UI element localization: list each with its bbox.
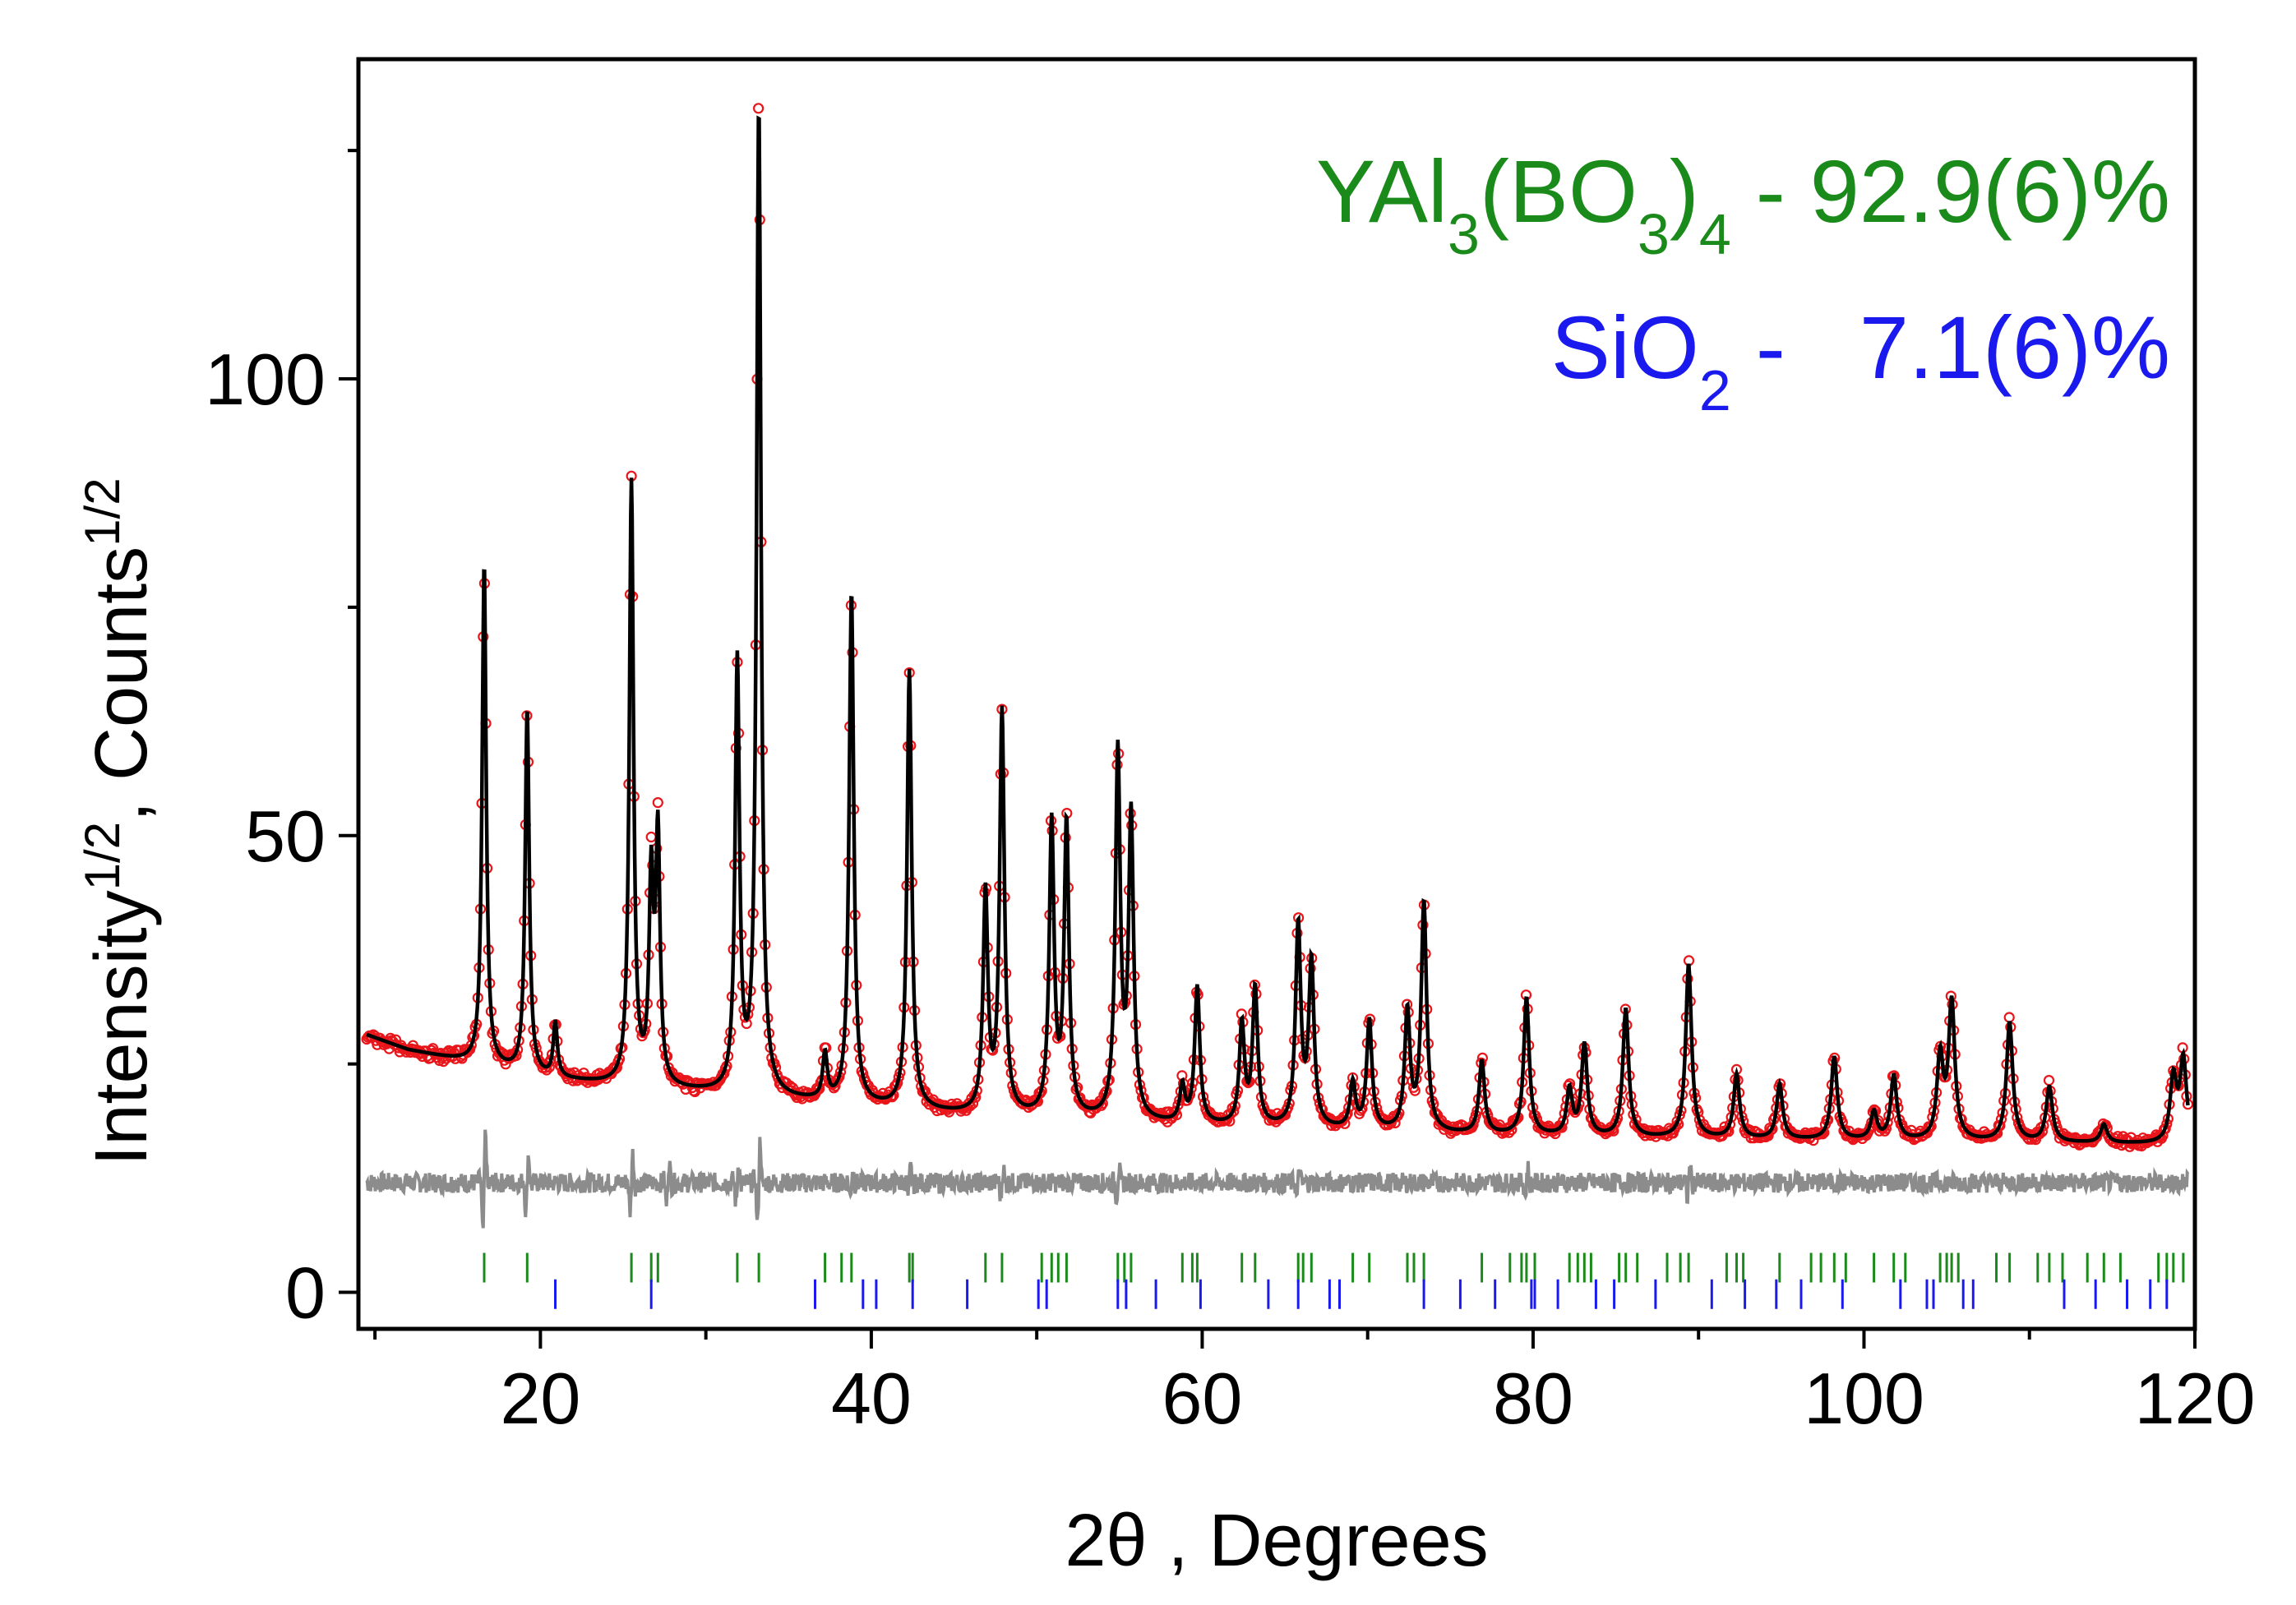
y-axis-title-sup2: 1/2: [75, 477, 130, 546]
ann1-s1: 3: [1448, 202, 1480, 266]
plot-frame: [356, 57, 2197, 1331]
annotation-yal3bo34: YAl3(BO3)4 - 92.9(6)%: [1316, 141, 2170, 266]
y-tick-label: 0: [285, 1252, 326, 1334]
bragg-markers-yal3bo34: [483, 1252, 2185, 1283]
observed-point: [652, 796, 663, 809]
ann2-s1: 2: [1699, 358, 1731, 422]
ann1-s3: 4: [1699, 202, 1731, 266]
y-axis-title-unit: , Counts: [81, 547, 163, 822]
difference-curve: [365, 1129, 2190, 1229]
x-tick-label: 20: [500, 1358, 580, 1439]
ann1-s2: 3: [1638, 202, 1670, 266]
y-axis-ticks: 0 50 100: [205, 149, 358, 1334]
observed-point: [752, 103, 765, 114]
y-tick-label: 50: [245, 796, 326, 877]
y-axis-title: Intensity1/2, Counts1/2: [75, 477, 164, 1165]
plot-series: [361, 103, 2194, 1229]
ann1-c: ): [1670, 141, 1699, 241]
x-tick-label: 40: [831, 1358, 912, 1439]
observed-point: [2003, 1012, 2015, 1023]
ann1-label: - 92.9(6)%: [1731, 141, 2170, 241]
bragg-reflection-markers: [483, 1252, 2197, 1309]
x-tick-label: 80: [1493, 1358, 1573, 1439]
ann2-label: - 7.1(6)%: [1731, 297, 2170, 397]
bragg-markers-sio2: [554, 1279, 2197, 1309]
y-axis-title-main: Intensity: [81, 890, 163, 1165]
calculated-curve: [366, 115, 2190, 1144]
x-tick-label: 120: [2135, 1358, 2256, 1439]
y-axis-title-sup1: 1/2: [75, 822, 130, 890]
annotation-sio2: SiO2 - 7.1(6)%: [1551, 297, 2170, 422]
observed-point: [2043, 1074, 2055, 1086]
observed-point: [645, 831, 657, 843]
y-tick-label: 100: [205, 339, 326, 420]
x-axis-ticks: 20 40 60 80 100 120: [373, 1329, 2256, 1439]
ann1-a: YAl: [1316, 141, 1448, 241]
x-axis-title: 2θ , Degrees: [1065, 1500, 1488, 1582]
ann1-b: (BO: [1480, 141, 1638, 241]
ann2-a: SiO: [1551, 297, 1699, 397]
observed-point: [1555, 1120, 1567, 1132]
x-tick-label: 60: [1162, 1358, 1242, 1439]
x-tick-label: 100: [1804, 1358, 1924, 1439]
